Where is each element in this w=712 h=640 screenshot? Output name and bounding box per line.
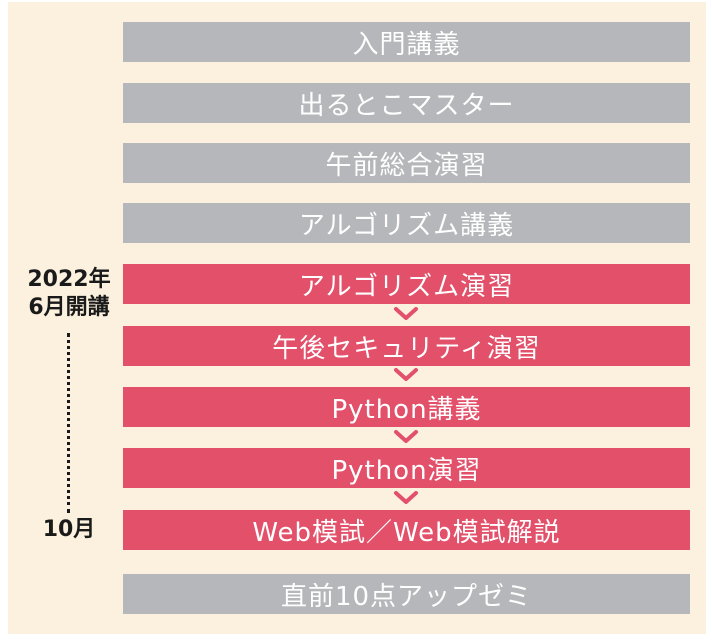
course-bar-deru-toko-master: 出るとこマスター bbox=[123, 83, 690, 123]
course-bar-web-mock-exam: Web模試／Web模試解説 bbox=[123, 510, 690, 550]
course-label: Web模試／Web模試解説 bbox=[252, 517, 561, 548]
course-bar-python-lecture: Python講義 bbox=[123, 387, 690, 427]
course-label: Python講義 bbox=[331, 394, 482, 425]
course-bar-intro-lecture: 入門講義 bbox=[123, 22, 690, 62]
course-label: 午前総合演習 bbox=[325, 150, 488, 181]
course-label: 入門講義 bbox=[352, 29, 461, 60]
chevron-down-icon bbox=[394, 368, 418, 381]
start-year: 2022年 bbox=[27, 267, 111, 292]
chevron-down-icon bbox=[394, 491, 418, 504]
course-bar-python-practice: Python演習 bbox=[123, 448, 690, 488]
course-bar-afternoon-security-practice: 午後セキュリティ演習 bbox=[123, 326, 690, 366]
end-date-label: 10月 bbox=[42, 517, 96, 542]
course-bar-algorithm-practice: アルゴリズム演習 bbox=[123, 264, 690, 304]
course-label: 出るとこマスター bbox=[298, 90, 515, 121]
chevron-down-icon bbox=[394, 307, 418, 320]
start-date-label: 2022年 6月開講 bbox=[14, 266, 124, 322]
course-bar-final-review-seminar: 直前10点アップゼミ bbox=[123, 574, 690, 614]
chevron-down-icon bbox=[394, 430, 418, 443]
start-month: 6月開講 bbox=[28, 295, 110, 320]
course-label: 直前10点アップゼミ bbox=[280, 581, 533, 612]
course-bar-morning-practice: 午前総合演習 bbox=[123, 143, 690, 183]
course-label: Python演習 bbox=[331, 455, 482, 486]
course-label: 午後セキュリティ演習 bbox=[272, 333, 541, 364]
course-label: アルゴリズム講義 bbox=[298, 210, 515, 241]
timeline-dotted-line bbox=[67, 333, 70, 513]
course-bar-algorithm-lecture: アルゴリズム講義 bbox=[123, 203, 690, 243]
course-label: アルゴリズム演習 bbox=[298, 271, 515, 302]
